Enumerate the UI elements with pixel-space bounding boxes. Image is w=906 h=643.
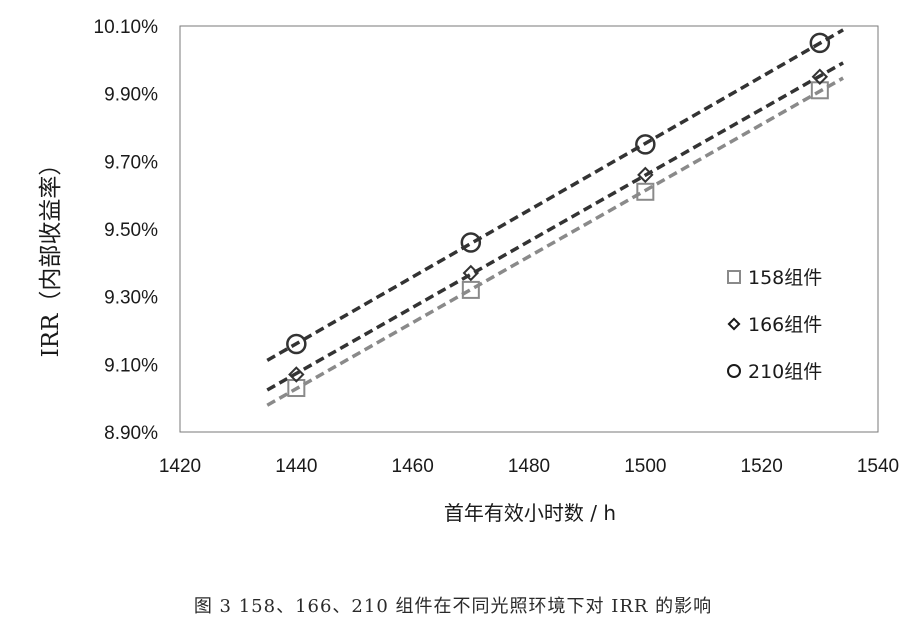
legend: 158组件 166组件 210组件: [727, 267, 822, 383]
y-tick-label: 10.10%: [94, 17, 159, 38]
y-tick-label: 9.50%: [104, 220, 158, 241]
trendline-square: [266, 76, 844, 407]
y-tick-label: 9.10%: [104, 355, 158, 376]
data-point-circle: [809, 32, 831, 54]
data-point-diamond: [462, 264, 480, 282]
x-tick-label: 1480: [508, 456, 550, 477]
y-tick-label: 8.90%: [104, 423, 158, 444]
x-axis-title: 首年有效小时数 / h: [444, 501, 616, 525]
data-point-square: [636, 182, 655, 201]
legend-marker-diamond: [727, 317, 741, 331]
legend-marker-circle: [727, 364, 741, 378]
y-tick-label: 9.70%: [104, 152, 158, 173]
x-tick-label: 1500: [624, 456, 666, 477]
trendline-circle: [266, 28, 844, 362]
chart: 1420 1440 1460 1480 1500 1520 1540 8.90% 9.10% 9…: [38, 17, 899, 525]
data-point-circle: [286, 333, 307, 355]
y-tick-label: 9.90%: [104, 85, 158, 106]
x-tick-label: 1540: [857, 456, 899, 477]
data-markers: [286, 32, 831, 398]
legend-marker-square: [727, 270, 741, 284]
data-point-circle: [635, 134, 656, 155]
trendline-diamond: [266, 61, 844, 392]
plot-area-border: [179, 25, 879, 433]
legend-label: 210组件: [748, 361, 822, 383]
data-point-square: [461, 280, 480, 299]
figure-caption: 图 3 158、166、210 组件在不同光照环境下对 IRR 的影响: [193, 596, 713, 617]
y-tick-label: 9.30%: [104, 288, 158, 309]
y-axis-title: IRR（内部收益率）: [38, 153, 64, 358]
x-tick-label: 1440: [275, 456, 317, 477]
x-tick-labels: 1420 1440 1460 1480 1500 1520 1540: [159, 456, 899, 477]
x-tick-label: 1420: [159, 456, 201, 477]
data-point-diamond: [288, 366, 305, 383]
data-point-circle: [460, 232, 482, 253]
y-tick-labels: 8.90% 9.10% 9.30% 9.50% 9.70% 9.90% 10.10%: [94, 17, 159, 444]
legend-label: 158组件: [748, 267, 822, 289]
x-tick-label: 1460: [392, 456, 434, 477]
data-point-diamond: [811, 68, 829, 85]
trendlines: [266, 28, 844, 407]
data-point-diamond: [637, 166, 654, 184]
legend-label: 166组件: [748, 314, 822, 336]
x-tick-label: 1520: [741, 456, 783, 477]
